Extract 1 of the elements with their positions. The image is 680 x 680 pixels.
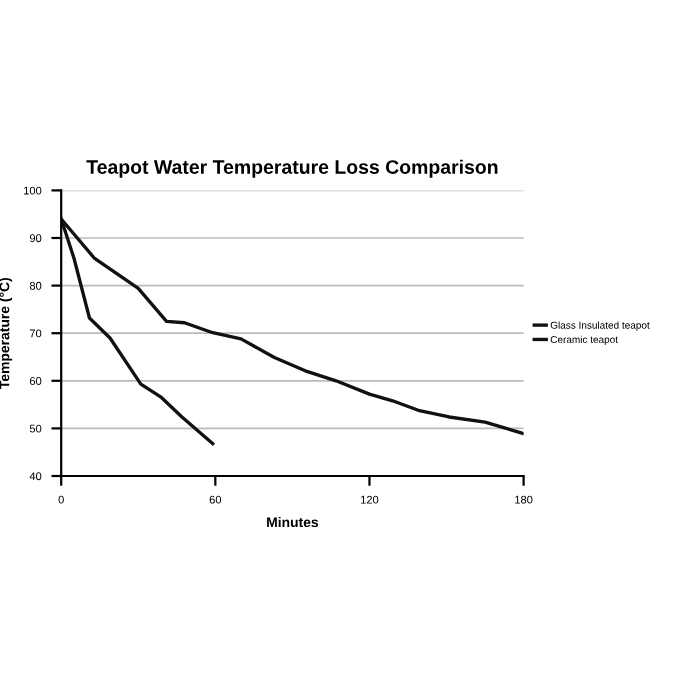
chart-title: Teapot Water Temperature Loss Comparison <box>86 159 498 178</box>
